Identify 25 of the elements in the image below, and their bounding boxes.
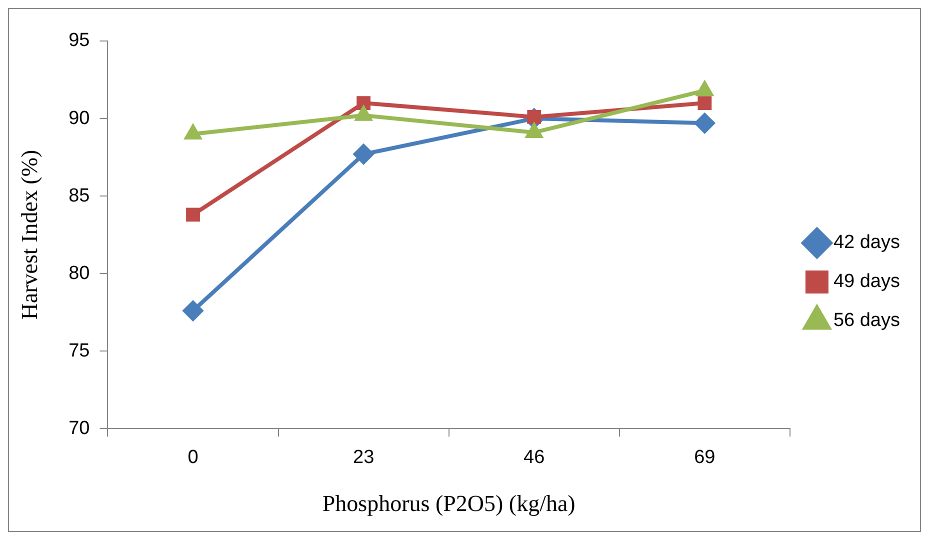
legend-label: 56 days	[833, 310, 900, 332]
point	[184, 125, 202, 140]
x-tick-label: 0	[188, 447, 198, 468]
point	[354, 144, 374, 164]
point	[526, 123, 542, 138]
x-tick-label: 23	[352, 447, 374, 468]
legend-label: 42 days	[833, 232, 900, 254]
x-axis-title: Phosphorus (P2O5) (kg/ha)	[322, 491, 576, 516]
x-tick-label: 46	[524, 447, 545, 468]
point	[696, 82, 713, 96]
point	[356, 106, 372, 121]
y-axis-title: Harvest Index (%)	[16, 150, 42, 320]
x-tick-label: 69	[694, 447, 716, 468]
point	[694, 113, 715, 134]
y-tick-label: 75	[68, 340, 90, 362]
y-tick-label: 85	[68, 185, 90, 206]
y-tick-label: 90	[68, 108, 90, 129]
legend-label: 49 days	[833, 271, 900, 292]
y-tick-label: 95	[68, 30, 90, 52]
point	[698, 96, 712, 110]
y-tick-label: 80	[68, 262, 90, 284]
point	[183, 300, 204, 321]
y-tick-label: 70	[68, 418, 90, 439]
point	[186, 208, 200, 222]
point	[356, 96, 371, 110]
